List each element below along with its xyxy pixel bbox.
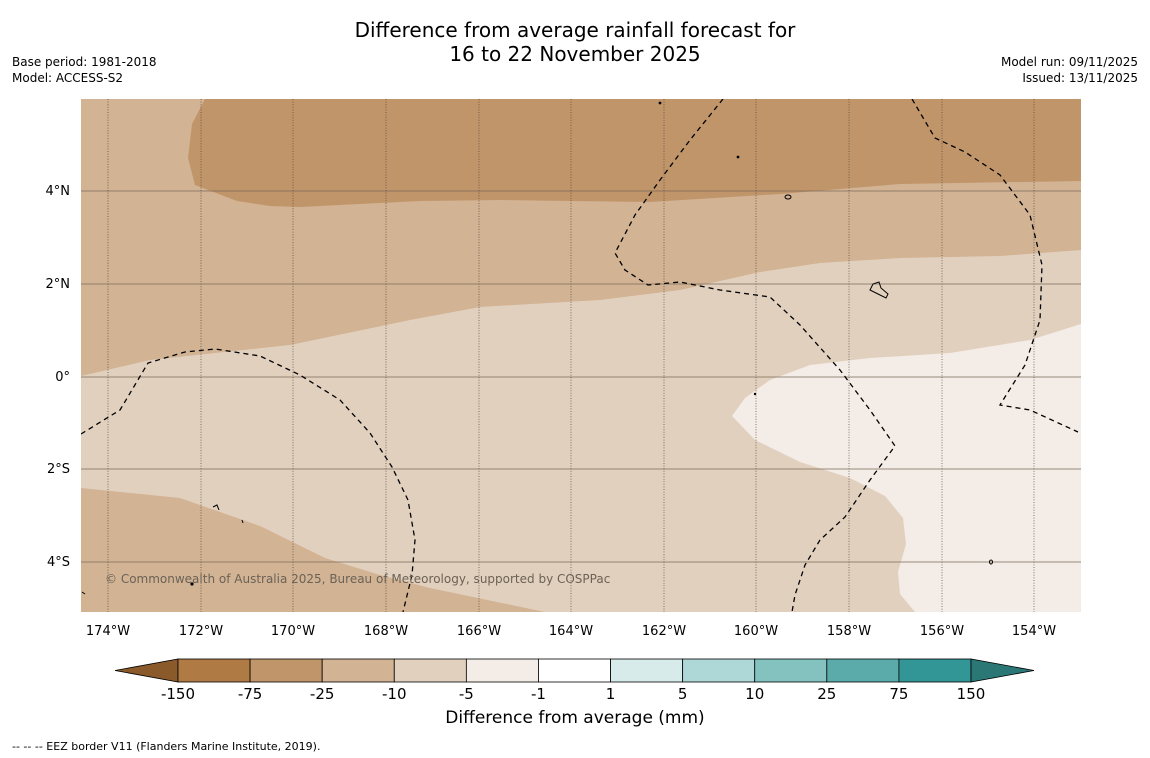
lon-label: 166°W [457, 624, 501, 639]
colorbar-arrow-right [970, 658, 1035, 683]
eez-legend-note: -- -- -- EEZ border V11 (Flanders Marine… [12, 740, 321, 753]
lon-label: 168°W [364, 624, 408, 639]
colorbar-tick-label: -10 [382, 685, 407, 703]
meta-left: Base period: 1981-2018 Model: ACCESS-S2 [12, 54, 157, 86]
lon-label: 160°W [734, 624, 778, 639]
lon-label: 164°W [549, 624, 593, 639]
colorbar-cell [826, 658, 900, 683]
map-title: Difference from average rainfall forecas… [0, 18, 1150, 66]
issued-date: Issued: 13/11/2025 [1022, 71, 1138, 85]
colorbar-tick-label: -5 [459, 685, 474, 703]
base-period: Base period: 1981-2018 [12, 55, 157, 69]
lon-label: 170°W [271, 624, 315, 639]
title-line-1: Difference from average rainfall forecas… [354, 18, 796, 42]
eez-borders [81, 99, 1079, 612]
field-band-near-zero [732, 324, 1081, 612]
map-field [81, 99, 1081, 612]
colorbar-tick-label: 25 [817, 685, 836, 703]
colorbar-tick-label: 5 [678, 685, 688, 703]
lon-label: 174°W [86, 624, 130, 639]
lat-label: 2°S [47, 462, 70, 477]
colorbar-arrow-left [114, 658, 179, 683]
colorbar-tick-label: -75 [238, 685, 263, 703]
lat-label: 4°N [46, 184, 71, 199]
colorbar-cell [610, 658, 684, 683]
colorbar-tick-label: 10 [745, 685, 764, 703]
colorbar-cell [465, 658, 539, 683]
model-name: Model: ACCESS-S2 [12, 71, 124, 85]
lat-label: 0° [55, 370, 70, 385]
field-band-dry-strong [188, 99, 1081, 207]
colorbar-cell [682, 658, 756, 683]
colorbar-tick-label: -1 [531, 685, 546, 703]
copyright-notice: © Commonwealth of Australia 2025, Bureau… [105, 572, 611, 586]
model-run: Model run: 09/11/2025 [1000, 55, 1138, 69]
lon-label: 158°W [827, 624, 871, 639]
title-line-2: 16 to 22 November 2025 [449, 42, 701, 66]
colorbar-cell [177, 658, 251, 683]
colorbar-tick-label: 75 [889, 685, 908, 703]
colorbar-cell [538, 658, 611, 683]
colorbar-tick-label: 150 [957, 685, 986, 703]
lat-label: 4°S [47, 555, 70, 570]
colorbar: -150 -75 -25 -10 -5 -1 1 5 10 25 75 150 [114, 658, 1035, 703]
colorbar-cell [754, 658, 828, 683]
latitude-labels: 4°N 2°N 0° 2°S 4°S [46, 184, 71, 570]
colorbar-cell [898, 658, 972, 683]
lon-label: 162°W [642, 624, 686, 639]
lat-label: 2°N [46, 277, 71, 292]
colorbar-title: Difference from average (mm) [445, 708, 705, 728]
graticule [81, 190, 1081, 563]
field-band-near-dry [81, 250, 1081, 612]
lon-label: 156°W [920, 624, 964, 639]
colorbar-tick-label: -25 [310, 685, 335, 703]
colorbar-cell [249, 658, 323, 683]
islands [81, 101, 993, 595]
lon-label: 172°W [179, 624, 223, 639]
colorbar-cell [321, 658, 395, 683]
colorbar-tick-label: -150 [161, 685, 195, 703]
lon-label: 154°W [1012, 624, 1056, 639]
colorbar-tick-label: 1 [606, 685, 616, 703]
colorbar-cell [393, 658, 467, 683]
longitude-labels: 174°W 172°W 170°W 168°W 166°W 164°W 162°… [86, 624, 1056, 639]
meta-right: Model run: 09/11/2025 Issued: 13/11/2025 [1001, 54, 1138, 86]
